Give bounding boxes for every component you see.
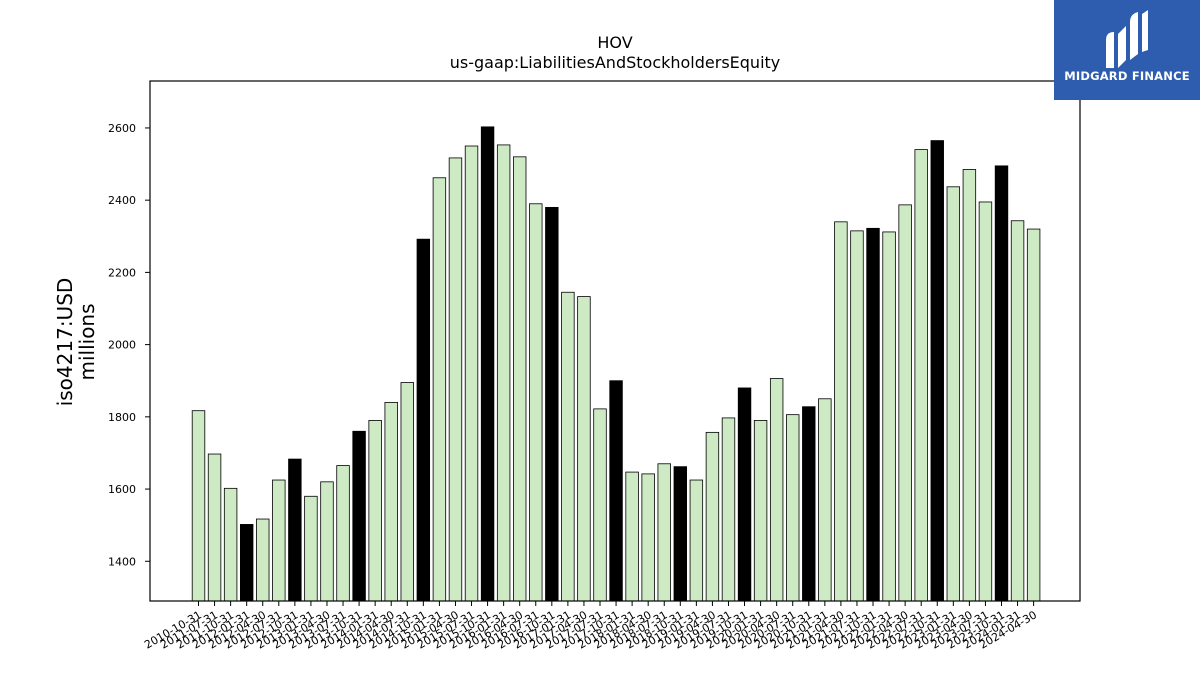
bar-2022-04-30 xyxy=(898,204,912,602)
bar-2020-01-31 xyxy=(753,420,768,602)
logo-text: MIDGARD FINANCE xyxy=(1064,69,1190,83)
bar-2014-01-31 xyxy=(368,420,382,602)
bar-2012-04-30 xyxy=(256,518,270,602)
bar-2014-04-30 xyxy=(384,401,398,602)
bar-2011-07-31 xyxy=(207,453,222,602)
bar-2017-01-31 xyxy=(561,291,575,602)
bar-2015-10-31 xyxy=(480,126,495,602)
bar-2013-07-31 xyxy=(336,465,350,602)
bar-2012-10-31 xyxy=(288,458,302,602)
bar-2023-10-31 xyxy=(994,165,1009,602)
bars-group xyxy=(191,126,1041,602)
bar-2024-01-31 xyxy=(1010,220,1025,602)
y-tick-label-2000: 2000 xyxy=(108,339,136,352)
bar-2013-04-30 xyxy=(320,481,334,602)
bar-2019-07-31 xyxy=(721,417,736,602)
bar-2013-10-31 xyxy=(352,430,366,602)
bar-2014-07-31 xyxy=(400,382,414,602)
midgard-finance-logo: MIDGARD FINANCE xyxy=(1054,0,1200,100)
y-tick-label-1600: 1600 xyxy=(108,483,136,496)
bar-2022-01-31 xyxy=(882,231,896,602)
y-tick-label-2400: 2400 xyxy=(108,194,136,207)
bar-2023-01-31 xyxy=(946,186,961,602)
y-tick-label-2600: 2600 xyxy=(108,122,136,135)
bar-2021-10-31 xyxy=(866,227,880,602)
bar-2015-07-31 xyxy=(464,145,479,602)
bar-2012-01-31 xyxy=(239,524,254,602)
y-tick-label-2200: 2200 xyxy=(108,266,136,279)
bar-2016-10-31 xyxy=(545,206,559,602)
y-axis-label: iso4217:USD millions xyxy=(53,278,99,407)
bar-2016-04-30 xyxy=(513,156,527,602)
bar-2019-10-31 xyxy=(737,387,752,602)
bar-2018-01-31 xyxy=(625,471,639,602)
bar-2013-01-31 xyxy=(304,495,318,602)
bar-2015-01-31 xyxy=(432,177,447,602)
bar-2021-07-31 xyxy=(850,230,864,602)
bar-2022-10-31 xyxy=(930,140,944,602)
bar-2016-07-31 xyxy=(529,203,543,602)
bar-2017-04-30 xyxy=(577,296,591,602)
bar-2017-10-31 xyxy=(609,380,623,602)
bar-2018-07-31 xyxy=(657,463,671,602)
bar-2010-10-31 xyxy=(191,410,206,602)
plot-frame xyxy=(149,80,1081,602)
bar-2020-10-31 xyxy=(802,406,816,602)
y-tick-label-1800: 1800 xyxy=(108,411,136,424)
bar-2023-04-30 xyxy=(962,169,977,602)
bar-2020-07-31 xyxy=(786,414,800,602)
bar-2022-07-31 xyxy=(914,149,928,602)
bar-2024-04-30 xyxy=(1026,228,1041,602)
y-tick-label-1400: 1400 xyxy=(108,555,136,568)
x-axis: 2010-10-312011-07-312011-10-312012-01-31… xyxy=(142,601,1039,652)
midgard-logo-icon xyxy=(1106,10,1148,68)
y-axis-label-line1: iso4217:USD xyxy=(53,278,77,407)
bar-2021-01-31 xyxy=(818,398,832,602)
chart-subtitle: us-gaap:LiabilitiesAndStockholdersEquity xyxy=(450,53,781,72)
bar-2011-10-31 xyxy=(223,487,238,602)
bar-2021-04-30 xyxy=(834,221,848,602)
bar-2014-10-31 xyxy=(416,238,431,602)
bar-2019-01-31 xyxy=(689,479,704,602)
bar-2023-07-31 xyxy=(978,201,993,602)
bar-2020-04-30 xyxy=(769,378,784,602)
bar-2015-04-30 xyxy=(448,157,463,602)
bar-2018-04-30 xyxy=(641,473,655,602)
bar-2016-01-31 xyxy=(496,144,511,602)
bar-2018-10-31 xyxy=(673,466,688,602)
bar-2019-04-30 xyxy=(705,431,720,602)
bar-2012-07-31 xyxy=(272,479,286,602)
bar-2017-07-31 xyxy=(593,408,607,602)
y-axis: 1400 1600 1800 2000 2200 2400 2600 xyxy=(108,122,150,568)
chart-title: HOV xyxy=(597,33,632,52)
y-axis-label-line2: millions xyxy=(75,303,99,380)
